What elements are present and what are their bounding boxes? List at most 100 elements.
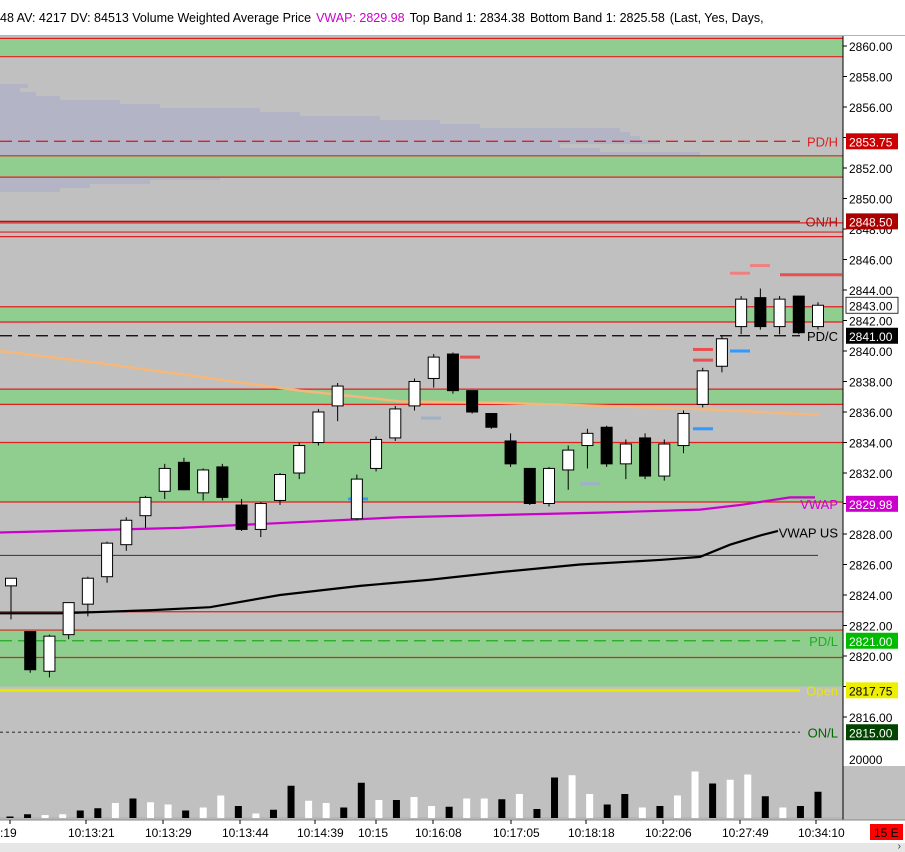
volume-bar xyxy=(375,800,383,818)
corner-badge xyxy=(870,824,903,840)
time-axis-labels: :19 10:13:21 10:13:29 10:13:44 10:14:39 10:15… xyxy=(0,820,903,840)
order-marker xyxy=(693,427,713,431)
price-badge xyxy=(846,213,898,230)
time-axis[interactable] xyxy=(0,819,905,843)
volume-bar xyxy=(568,775,576,818)
price-badge-label: 2817.75 xyxy=(849,684,893,698)
price-tick-label: 2832.00 xyxy=(849,467,893,481)
volume-bar xyxy=(76,810,84,818)
profile-row xyxy=(0,104,160,108)
zones xyxy=(0,38,843,687)
volume-bar xyxy=(182,810,190,818)
candle-body xyxy=(350,478,363,520)
vwap-us-line xyxy=(0,529,779,615)
price-tick-label: 2860.00 xyxy=(849,40,893,54)
profile-row xyxy=(0,144,560,148)
time-tick-label: 10:34:10 xyxy=(798,826,845,840)
last-price-label: 2843.00 xyxy=(849,299,893,313)
candle-body xyxy=(619,443,632,465)
candle-body xyxy=(735,298,748,328)
volume-bar xyxy=(111,803,119,818)
order-marker xyxy=(750,264,770,268)
zone xyxy=(0,442,843,502)
volume-bar xyxy=(744,774,752,818)
volume-bar xyxy=(761,796,769,818)
price-tick-label: 2844.00 xyxy=(849,284,893,298)
volume-bar xyxy=(463,798,471,818)
price-badge-label: 2853.75 xyxy=(849,135,893,149)
volume-bar xyxy=(41,815,49,818)
level-label: VWAP US xyxy=(779,525,839,540)
candle-body xyxy=(543,467,555,504)
price-tick-label: 2828.00 xyxy=(849,528,893,542)
volume-bar xyxy=(586,794,594,818)
candle-body xyxy=(293,445,306,474)
candle-body xyxy=(101,542,114,578)
time-tick-label: 10:14:39 xyxy=(297,826,344,840)
time-tick-label: 10:18:18 xyxy=(568,826,615,840)
volume-bar xyxy=(814,791,822,818)
price-badge xyxy=(846,682,898,699)
moving-average xyxy=(0,349,821,417)
key-levels: PD/H ON/H PD/C VWAP VWAP US PD/L Open ON/L xyxy=(0,134,838,740)
horizontal-scrollbar[interactable] xyxy=(0,843,905,852)
price-badge xyxy=(846,632,898,649)
candle-body xyxy=(466,390,479,413)
profile-row xyxy=(0,140,660,144)
profile-row xyxy=(0,184,90,188)
candle-body xyxy=(389,408,402,439)
info-settings: (Last, Yes, Days, xyxy=(669,11,764,25)
price-tick-label: 2858.00 xyxy=(849,71,893,85)
volume-bar xyxy=(59,814,67,818)
price-tick-label: 2850.00 xyxy=(849,193,893,207)
order-marker xyxy=(693,358,713,362)
time-tick-label: 10:27:49 xyxy=(722,826,769,840)
zone xyxy=(0,306,843,323)
profile-row xyxy=(0,148,600,152)
candle-body xyxy=(792,295,805,334)
candles[interactable] xyxy=(5,288,824,678)
info-top-band: Top Band 1: 2834.38 xyxy=(409,11,525,25)
candle-body xyxy=(43,635,56,672)
candle-body xyxy=(177,461,190,491)
volume-bar xyxy=(445,806,453,818)
volume-bar xyxy=(287,785,295,818)
price-tick-label: 2836.00 xyxy=(849,406,893,420)
volume-bar xyxy=(603,804,611,818)
volume-bar xyxy=(340,807,348,818)
candle-body xyxy=(312,411,325,443)
volume-bar xyxy=(673,795,681,818)
time-tick-label: 10:22:06 xyxy=(645,826,692,840)
candle-body xyxy=(158,467,171,492)
profile-row xyxy=(0,108,260,112)
volume-bar xyxy=(322,803,330,818)
price-tick-label: 2840.00 xyxy=(849,345,893,359)
candle-body xyxy=(24,631,37,671)
volume-bar xyxy=(164,804,172,818)
ma-line xyxy=(0,349,821,417)
profile-row xyxy=(0,96,60,100)
profile-row xyxy=(0,120,440,124)
volume-bar xyxy=(796,806,804,818)
volume-bar xyxy=(656,806,664,818)
price-tick-label: 2824.00 xyxy=(849,589,893,603)
volume-bar xyxy=(24,814,32,818)
candle-body xyxy=(254,503,267,530)
profile-row xyxy=(0,176,220,180)
candle-body xyxy=(81,577,94,605)
scroll-right-icon[interactable]: › xyxy=(897,841,901,852)
candle-body xyxy=(216,466,229,498)
candle-body xyxy=(427,356,440,379)
time-tick-label: :19 xyxy=(0,826,17,840)
order-marker xyxy=(730,271,750,275)
candle-body xyxy=(370,438,383,469)
time-tick-label: 10:13:44 xyxy=(222,826,269,840)
price-axis[interactable] xyxy=(842,36,905,820)
vwap-lines xyxy=(0,496,818,615)
order-marker xyxy=(460,355,480,359)
volume-bars xyxy=(0,771,843,819)
candle-body xyxy=(62,602,75,636)
price-tick-label: 2822.00 xyxy=(849,620,893,634)
